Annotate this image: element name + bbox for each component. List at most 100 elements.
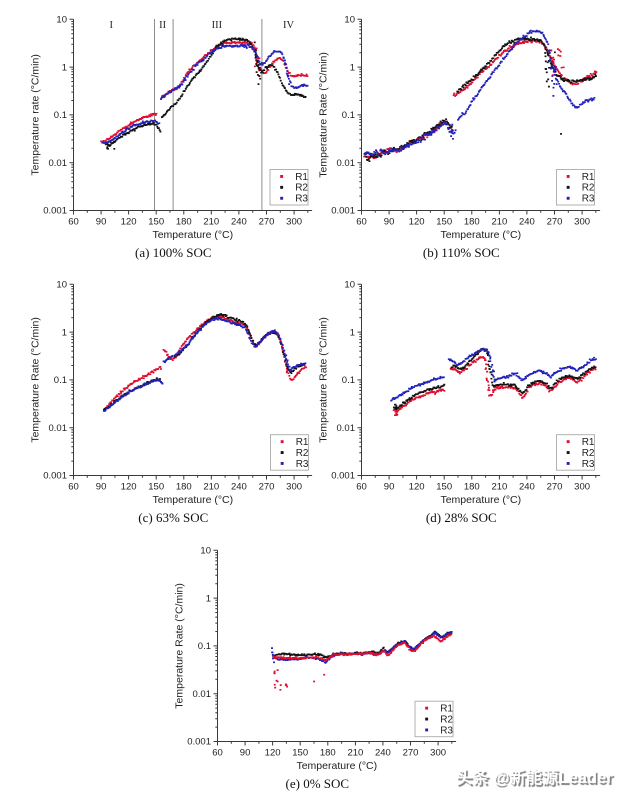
svg-text:270: 270 [547, 482, 563, 493]
svg-text:R3: R3 [582, 194, 595, 205]
svg-text:10: 10 [56, 280, 67, 291]
svg-text:Temperature (°C): Temperature (°C) [440, 494, 521, 506]
svg-text:III: III [212, 20, 223, 31]
svg-text:(d) 28% SOC: (d) 28% SOC [426, 510, 497, 525]
svg-text:270: 270 [403, 748, 419, 759]
svg-text:120: 120 [409, 482, 425, 493]
svg-text:240: 240 [519, 482, 535, 493]
svg-text:180: 180 [464, 482, 480, 493]
svg-text:0.1: 0.1 [54, 375, 67, 386]
svg-text:R3: R3 [582, 459, 595, 470]
svg-text:180: 180 [176, 482, 192, 493]
svg-text:180: 180 [176, 217, 192, 228]
svg-text:0.1: 0.1 [198, 641, 211, 652]
svg-text:0.001: 0.001 [331, 471, 355, 482]
svg-text:0.01: 0.01 [49, 158, 68, 169]
svg-text:R1: R1 [582, 437, 595, 448]
svg-text:180: 180 [464, 217, 480, 228]
svg-text:120: 120 [409, 217, 425, 228]
svg-text:(a) 100% SOC: (a) 100% SOC [135, 245, 212, 260]
svg-text:90: 90 [96, 217, 107, 228]
svg-text:(b) 110% SOC: (b) 110% SOC [423, 245, 500, 260]
svg-text:210: 210 [491, 217, 507, 228]
svg-text:60: 60 [68, 482, 79, 493]
svg-text:120: 120 [121, 217, 137, 228]
svg-text:R2: R2 [440, 714, 453, 725]
svg-text:60: 60 [356, 217, 367, 228]
svg-text:R3: R3 [296, 459, 309, 470]
svg-text:60: 60 [68, 217, 79, 228]
svg-text:1: 1 [206, 593, 211, 604]
svg-text:Temperature Rate (°C/min): Temperature Rate (°C/min) [30, 317, 42, 443]
svg-text:Temperature Rate (°C/min): Temperature Rate (°C/min) [174, 583, 186, 709]
svg-text:210: 210 [203, 482, 219, 493]
svg-text:0.001: 0.001 [43, 206, 67, 217]
svg-text:10: 10 [344, 15, 355, 26]
svg-text:10: 10 [344, 280, 355, 291]
svg-text:Temperature rate (°C/min): Temperature rate (°C/min) [30, 54, 42, 175]
svg-text:10: 10 [56, 15, 67, 26]
svg-text:180: 180 [320, 748, 336, 759]
svg-text:IV: IV [283, 20, 294, 31]
svg-text:0.1: 0.1 [54, 110, 67, 121]
svg-text:0.001: 0.001 [331, 206, 355, 217]
svg-text:90: 90 [240, 748, 251, 759]
svg-text:210: 210 [491, 482, 507, 493]
svg-text:60: 60 [212, 748, 223, 759]
svg-text:90: 90 [384, 482, 395, 493]
svg-text:Temperature (°C): Temperature (°C) [440, 229, 521, 241]
svg-text:R1: R1 [296, 437, 309, 448]
svg-text:0.001: 0.001 [187, 737, 211, 748]
svg-text:Temperature Rate (°C/min): Temperature Rate (°C/min) [318, 317, 330, 443]
svg-text:150: 150 [148, 482, 164, 493]
svg-text:1: 1 [350, 327, 355, 338]
svg-text:90: 90 [384, 217, 395, 228]
svg-text:0.01: 0.01 [337, 158, 356, 169]
svg-text:R3: R3 [295, 194, 308, 205]
svg-text:R2: R2 [582, 448, 595, 459]
svg-text:210: 210 [347, 748, 363, 759]
svg-text:150: 150 [292, 748, 308, 759]
svg-text:0.01: 0.01 [337, 423, 356, 434]
svg-text:Temperature Rate (°C/min): Temperature Rate (°C/min) [318, 52, 330, 178]
svg-text:0.001: 0.001 [43, 471, 67, 482]
svg-text:R2: R2 [582, 183, 595, 194]
svg-text:R1: R1 [440, 704, 453, 715]
svg-text:10: 10 [200, 546, 211, 557]
svg-text:60: 60 [356, 482, 367, 493]
svg-text:90: 90 [96, 482, 107, 493]
svg-text:I: I [109, 20, 113, 31]
svg-text:0.01: 0.01 [193, 689, 212, 700]
svg-text:R2: R2 [295, 183, 308, 194]
svg-text:150: 150 [148, 217, 164, 228]
svg-text:1: 1 [350, 62, 355, 73]
svg-text:300: 300 [574, 482, 590, 493]
svg-text:1: 1 [62, 62, 67, 73]
svg-text:240: 240 [375, 748, 391, 759]
svg-text:270: 270 [259, 217, 275, 228]
svg-text:300: 300 [286, 217, 302, 228]
svg-text:(c) 63% SOC: (c) 63% SOC [138, 510, 208, 525]
svg-text:R3: R3 [440, 725, 453, 736]
svg-text:150: 150 [436, 217, 452, 228]
svg-text:120: 120 [265, 748, 281, 759]
svg-text:240: 240 [519, 217, 535, 228]
svg-text:II: II [159, 20, 166, 31]
svg-text:120: 120 [121, 482, 137, 493]
svg-text:240: 240 [231, 482, 247, 493]
svg-text:1: 1 [62, 327, 67, 338]
svg-text:300: 300 [574, 217, 590, 228]
svg-text:Temperature (°C): Temperature (°C) [296, 760, 377, 772]
svg-text:0.1: 0.1 [342, 110, 355, 121]
svg-text:Temperature (°C): Temperature (°C) [152, 494, 233, 506]
svg-text:150: 150 [436, 482, 452, 493]
svg-text:Temperature (°C): Temperature (°C) [152, 229, 233, 241]
svg-text:270: 270 [547, 217, 563, 228]
svg-text:(e) 0% SOC: (e) 0% SOC [286, 776, 350, 791]
svg-text:0.1: 0.1 [342, 375, 355, 386]
svg-text:0.01: 0.01 [49, 423, 68, 434]
svg-text:300: 300 [430, 748, 446, 759]
svg-text:R1: R1 [582, 172, 595, 183]
svg-text:240: 240 [231, 217, 247, 228]
svg-text:210: 210 [203, 217, 219, 228]
